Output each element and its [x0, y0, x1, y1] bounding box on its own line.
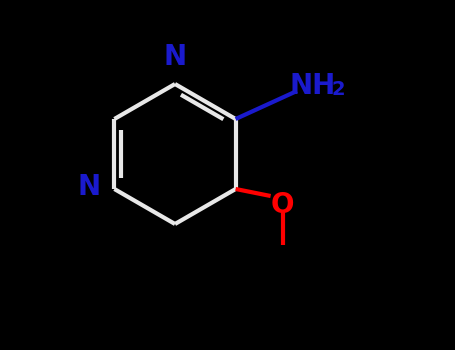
Text: NH: NH: [289, 72, 336, 100]
Text: O: O: [271, 191, 295, 219]
Text: 2: 2: [331, 80, 345, 99]
Text: N: N: [163, 43, 187, 71]
Text: N: N: [78, 173, 101, 201]
